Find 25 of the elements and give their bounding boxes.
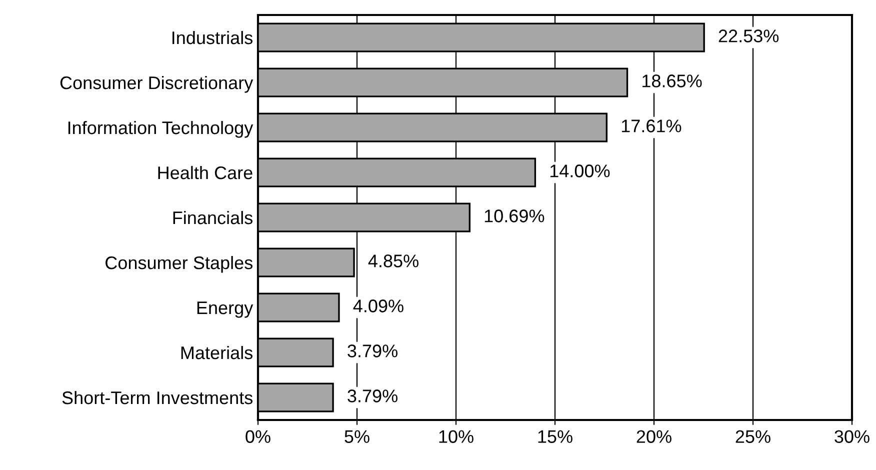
data-label: 10.69% bbox=[484, 210, 544, 222]
y-tick-label: Consumer Staples bbox=[106, 256, 252, 273]
y-tick-label: Industrials bbox=[172, 30, 252, 44]
data-label: 14.00% bbox=[550, 164, 610, 178]
data-label: 17.61% bbox=[622, 120, 682, 132]
data-label: 18.65% bbox=[642, 74, 702, 88]
x-tick-label: 10% bbox=[439, 430, 474, 443]
x-tick-label: 25% bbox=[736, 430, 770, 443]
y-tick-label: Financials bbox=[173, 210, 252, 224]
y-tick-label: Information Technology bbox=[68, 120, 254, 138]
y-tick-label: Materials bbox=[181, 346, 252, 360]
y-tick-label: Consumer Discretionary bbox=[60, 76, 254, 93]
data-label: 3.79% bbox=[348, 344, 398, 358]
data-label: 3.79% bbox=[348, 390, 398, 402]
y-tick-label: Health Care bbox=[158, 166, 252, 180]
y-tick-label: Energy bbox=[197, 302, 254, 318]
data-label: 4.09% bbox=[353, 300, 404, 312]
x-tick-label: 15% bbox=[538, 430, 572, 443]
x-tick-label: 0% bbox=[246, 430, 270, 443]
x-tick-label: 5% bbox=[344, 430, 370, 443]
x-tick-label: 20% bbox=[636, 430, 672, 443]
x-tick-label: 30% bbox=[834, 430, 870, 443]
data-label: 22.53% bbox=[718, 30, 779, 42]
data-label: 4.85% bbox=[368, 254, 418, 268]
y-tick-label: Short-Term Investments bbox=[62, 390, 252, 404]
